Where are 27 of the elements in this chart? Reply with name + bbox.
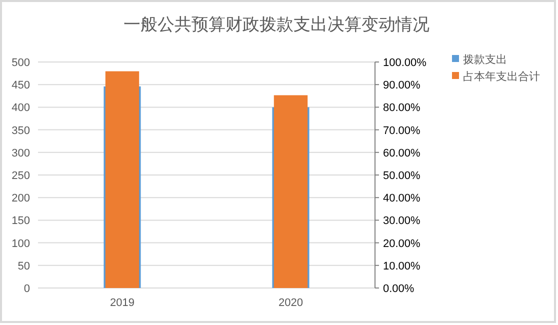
- y-tick-label: 50: [18, 260, 30, 272]
- y-tick-label: 200: [12, 192, 30, 205]
- y2-tick-label: 30.00%: [383, 215, 421, 228]
- y2-tick-label: 20.00%: [383, 238, 421, 250]
- y2-tick-label: 90.00%: [383, 80, 421, 92]
- legend-label: 拨款支出: [463, 53, 507, 66]
- y-tick-label: 150: [12, 215, 30, 228]
- y-tick-label: 400: [12, 102, 30, 114]
- y-tick-label: 100: [12, 238, 30, 250]
- y2-tick-label: 80.00%: [383, 102, 421, 114]
- y-tick-label: 450: [12, 80, 30, 92]
- y2-tick-label: 70.00%: [383, 124, 421, 137]
- y2-tick-label: 40.00%: [383, 192, 421, 205]
- y-tick-label: 350: [12, 124, 30, 137]
- y2-tick-label: 50.00%: [383, 170, 421, 182]
- y2-tick-label: 0.00%: [383, 283, 414, 295]
- y-tick-label: 250: [12, 170, 30, 182]
- y-tick-label: 500: [12, 57, 30, 69]
- y-tick-label: 0: [24, 283, 30, 295]
- x-tick-label: 2019: [110, 297, 134, 309]
- y2-tick-label: 100.00%: [383, 57, 427, 69]
- y2-tick-label: 60.00%: [383, 147, 421, 160]
- y-tick-label: 300: [12, 147, 30, 160]
- legend-label: 占本年支出合计: [463, 70, 540, 83]
- y2-tick-label: 10.00%: [383, 260, 421, 272]
- chart-title: 一般公共预算财政拨款支出决算变动情况: [124, 15, 430, 34]
- x-tick-label: 2020: [278, 297, 303, 309]
